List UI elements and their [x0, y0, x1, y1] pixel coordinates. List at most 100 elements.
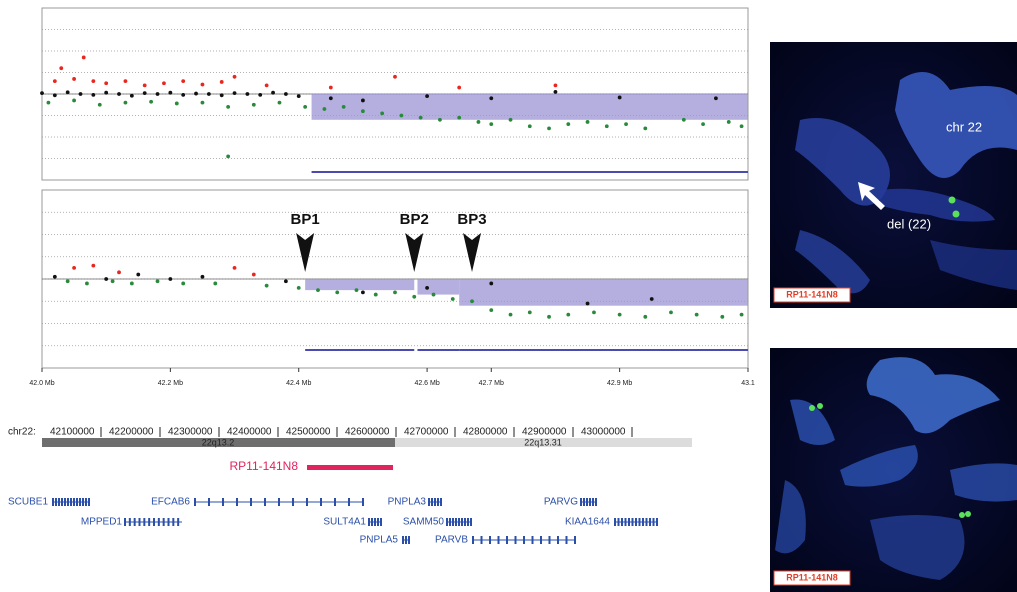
data-point	[450, 297, 455, 301]
gene-name: SCUBE1	[8, 497, 48, 508]
data-point	[296, 286, 301, 290]
data-point	[489, 308, 494, 313]
data-point	[508, 312, 513, 317]
coordinate: 42900000	[522, 427, 567, 438]
x-tick-label: 42.4 Mb	[286, 380, 311, 387]
data-point	[470, 299, 474, 304]
breakpoint-arrow	[296, 233, 315, 272]
data-point	[553, 89, 558, 94]
segment	[417, 279, 460, 295]
data-point	[206, 92, 211, 96]
exon	[82, 498, 84, 506]
exon	[264, 498, 266, 506]
data-point	[142, 83, 147, 88]
data-point	[219, 80, 224, 84]
data-point	[361, 98, 365, 103]
data-point	[85, 281, 89, 286]
data-point	[65, 90, 70, 95]
data-point	[181, 92, 186, 97]
data-point	[91, 263, 96, 268]
exon	[455, 518, 457, 526]
x-tick-label: 42.7 Mb	[479, 380, 504, 387]
data-point	[52, 93, 57, 98]
exon	[58, 498, 60, 506]
probe-label: RP11-141N8	[786, 289, 838, 299]
exon	[348, 498, 350, 506]
exon	[440, 498, 442, 506]
coordinate: 43000000	[581, 427, 626, 438]
data-point	[361, 290, 365, 295]
exon	[61, 498, 63, 506]
data-point	[296, 94, 301, 99]
exon	[638, 518, 641, 526]
data-point	[547, 126, 551, 131]
data-point	[97, 102, 102, 107]
exon	[557, 536, 559, 544]
data-point	[78, 92, 83, 96]
fish-image: RP11-141N8	[770, 348, 1017, 592]
exon	[583, 498, 585, 506]
data-point	[361, 109, 365, 114]
data-point	[739, 312, 744, 317]
exon	[222, 498, 224, 506]
data-point	[59, 66, 64, 71]
exon	[437, 498, 439, 506]
data-point	[149, 99, 154, 104]
probe-bar	[307, 465, 393, 470]
exon	[148, 518, 151, 526]
exon	[124, 518, 126, 526]
exon	[540, 536, 542, 544]
breakpoint-arrow	[463, 233, 482, 272]
exon	[402, 536, 404, 544]
data-point	[489, 122, 494, 126]
data-point	[328, 85, 333, 90]
exon	[405, 536, 407, 544]
exon	[236, 498, 238, 506]
exon	[452, 518, 454, 526]
segment	[305, 279, 415, 291]
data-point	[232, 74, 237, 79]
data-point	[418, 115, 423, 120]
gene-name: SULT4A1	[323, 517, 366, 528]
data-point	[720, 314, 725, 319]
exon	[464, 518, 466, 526]
exon	[368, 518, 370, 526]
data-point	[457, 85, 462, 90]
data-point	[592, 310, 596, 315]
data-point	[425, 94, 429, 99]
data-point	[123, 100, 128, 105]
data-point	[277, 100, 282, 105]
data-point	[303, 105, 308, 109]
exon	[592, 498, 594, 506]
exon	[589, 498, 591, 506]
x-tick-label: 42.9 Mb	[607, 380, 632, 387]
exon	[467, 518, 469, 526]
x-tick-label: 42.0 Mb	[29, 380, 54, 387]
exon	[531, 536, 534, 544]
exon	[55, 498, 57, 506]
exon	[208, 498, 210, 506]
data-point	[604, 124, 609, 129]
gene-name: EFCAB6	[151, 497, 190, 508]
data-point	[251, 102, 256, 107]
data-point	[669, 310, 673, 315]
data-point	[585, 301, 590, 306]
exon	[574, 536, 576, 544]
exon	[73, 498, 75, 506]
data-point	[431, 292, 436, 297]
data-point	[142, 91, 147, 96]
breakpoint-label: BP3	[457, 211, 486, 228]
data-point	[271, 90, 275, 95]
exon	[380, 518, 382, 526]
data-point	[52, 79, 57, 83]
exon	[250, 498, 252, 506]
data-point	[46, 100, 51, 105]
data-point	[617, 95, 622, 100]
gene-name: PNPLA3	[388, 497, 427, 508]
data-point	[72, 77, 76, 81]
data-point	[489, 96, 494, 101]
data-point	[123, 79, 128, 83]
gene-name: PNPLA5	[360, 535, 399, 546]
data-point	[341, 105, 346, 109]
